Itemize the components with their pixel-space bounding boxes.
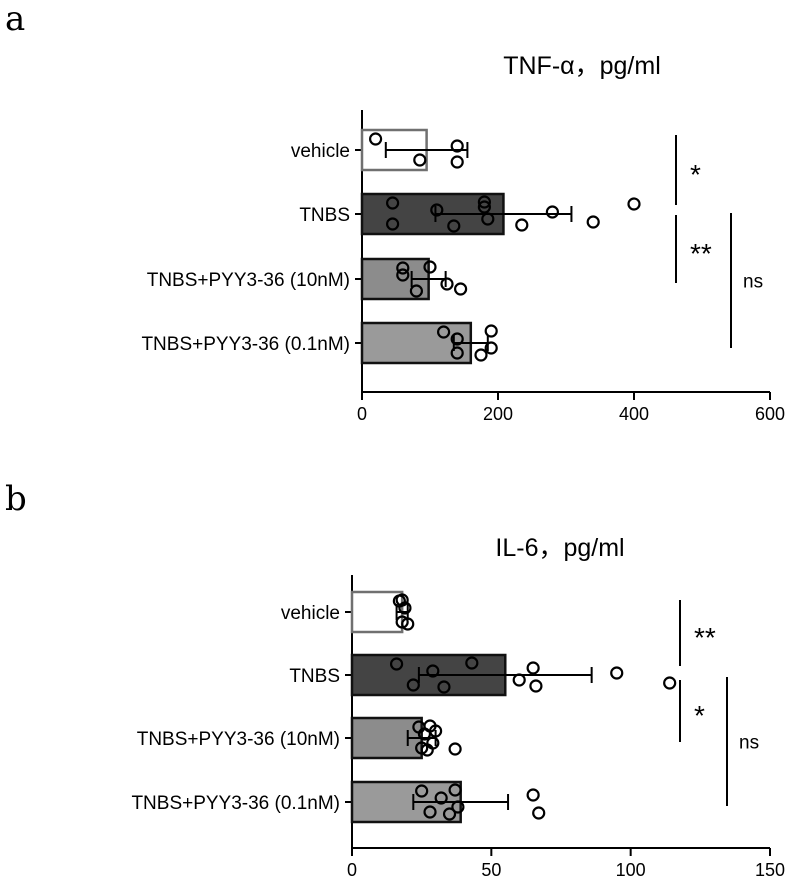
data-point (426, 664, 440, 678)
category-label: vehicle (281, 603, 340, 624)
data-point (415, 784, 429, 798)
data-point (526, 661, 540, 675)
data-point (448, 742, 462, 756)
data-point (440, 277, 454, 291)
data-point (406, 678, 420, 692)
chart-title: TNF-α，pg/ml (503, 52, 661, 80)
data-point (395, 593, 409, 607)
x-tick-label: 0 (357, 404, 367, 424)
data-point (398, 601, 412, 615)
significance-label: ** (690, 238, 712, 269)
category-label: TNBS (289, 666, 340, 687)
x-tick-label: 100 (616, 860, 646, 880)
category-label: vehicle (291, 141, 350, 162)
chart-title: IL-6，pg/ml (495, 534, 624, 562)
data-point (423, 260, 437, 274)
data-point (454, 282, 468, 296)
data-point (389, 657, 404, 671)
significance-label: ** (694, 622, 716, 653)
data-point (450, 139, 464, 153)
data-point (484, 324, 498, 338)
data-point (512, 673, 526, 687)
data-point (409, 284, 423, 298)
data-point (437, 680, 451, 694)
data-point (442, 807, 457, 821)
significance-label: ns (739, 733, 759, 754)
data-point (401, 617, 415, 631)
significance-label: ns (743, 272, 763, 293)
data-point (396, 268, 410, 282)
category-label: TNBS (299, 205, 350, 226)
data-point (515, 218, 529, 232)
data-point (430, 203, 444, 217)
panel-a: a TNF-α，pg/ml 0 200 400 600 vehicle TNBS TNBS+… (5, 0, 785, 424)
significance-label: * (694, 700, 705, 731)
data-point (434, 791, 448, 805)
panel-b: b IL-6，pg/ml 0 50 100 150 vehicle TNBS TNBS+PY… (5, 479, 785, 880)
data-point (529, 679, 543, 693)
x-tick-label: 150 (755, 860, 785, 880)
significance-label: * (690, 159, 701, 190)
data-point (429, 724, 443, 738)
data-point (423, 805, 437, 819)
data-point (448, 783, 462, 797)
x-tick-label: 600 (755, 404, 785, 424)
data-point (450, 155, 464, 169)
x-tick-label: 50 (481, 860, 501, 880)
data-point (386, 217, 400, 231)
data-point (663, 676, 677, 690)
data-point (586, 215, 600, 229)
data-point (369, 132, 383, 146)
data-point (526, 788, 540, 802)
data-point (451, 800, 465, 814)
data-point (481, 212, 495, 226)
data-point (610, 666, 624, 680)
data-point (437, 325, 451, 339)
category-label: TNBS+PYY3-36 (10nM) (137, 729, 340, 750)
data-point (465, 656, 479, 670)
data-point (396, 261, 410, 275)
panel-label: a (5, 0, 25, 39)
data-point (545, 205, 560, 219)
category-label: TNBS+PYY3-36 (10nM) (147, 270, 350, 291)
panel-label: b (5, 479, 27, 519)
x-tick-label: 0 (347, 860, 357, 880)
category-label: TNBS+PYY3-36 (0.1nM) (141, 334, 350, 355)
data-point (532, 806, 546, 820)
data-point (627, 197, 641, 211)
data-point (484, 341, 498, 355)
category-label: TNBS+PYY3-36 (0.1nM) (131, 793, 340, 814)
data-point (477, 200, 491, 214)
data-point (477, 195, 491, 209)
data-point (474, 348, 488, 362)
data-point (386, 196, 400, 210)
data-point (450, 332, 464, 346)
data-point (413, 153, 427, 167)
data-point (450, 346, 464, 360)
x-tick-label: 200 (483, 404, 513, 424)
data-point (426, 736, 440, 750)
data-point (447, 219, 461, 233)
x-tick-label: 400 (619, 404, 649, 424)
